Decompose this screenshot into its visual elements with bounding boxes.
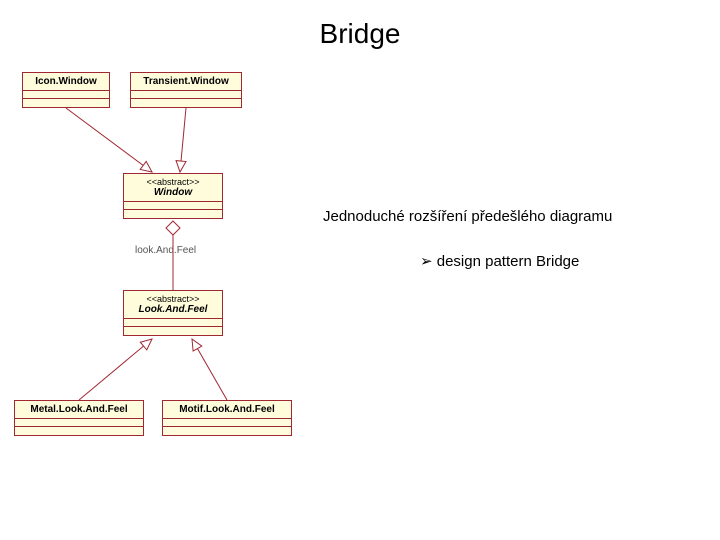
class-label: Look.And.Feel	[139, 304, 208, 315]
page-title: Bridge	[0, 18, 720, 50]
class-metal: Metal.Look.And.Feel	[14, 400, 144, 436]
class-label: Transient.Window	[143, 76, 228, 87]
class-stereotype: <<abstract>>	[130, 294, 216, 304]
bullet-icon: ➢	[420, 253, 433, 270]
caption-text: design pattern Bridge	[437, 253, 580, 270]
role-label: look.And.Feel	[135, 245, 196, 256]
class-label: Window	[154, 187, 192, 198]
caption-bullet-text: ➢ design pattern Bridge	[420, 252, 579, 270]
class-label: Motif.Look.And.Feel	[179, 404, 275, 415]
class-stereotype: <<abstract>>	[130, 177, 216, 187]
class-motif: Motif.Look.And.Feel	[162, 400, 292, 436]
class-label: Icon.Window	[35, 76, 97, 87]
class-iconwindow: Icon.Window	[22, 72, 110, 108]
caption-text: Jednoduché rozšíření předešlého diagramu	[323, 208, 612, 225]
class-window: <<abstract>> Window	[123, 173, 223, 219]
class-transientwindow: Transient.Window	[130, 72, 242, 108]
class-label: Metal.Look.And.Feel	[30, 404, 127, 415]
class-lookandfeel: <<abstract>> Look.And.Feel	[123, 290, 223, 336]
